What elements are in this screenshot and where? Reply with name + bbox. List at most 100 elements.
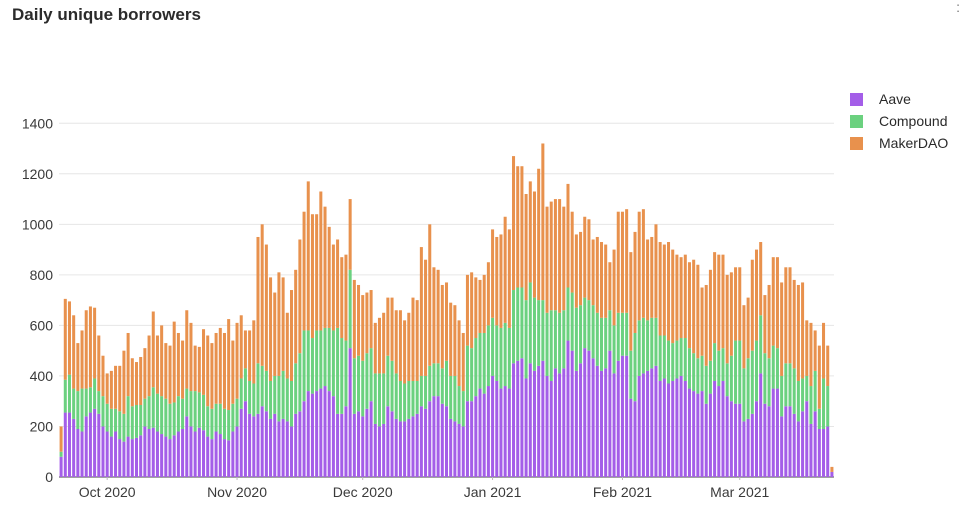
bar-aave[interactable] <box>428 401 432 477</box>
bar-makerdao[interactable] <box>788 267 792 364</box>
bar-aave[interactable] <box>549 380 553 477</box>
bar-makerdao[interactable] <box>302 211 306 331</box>
bar-compound[interactable] <box>130 406 134 440</box>
bar-compound[interactable] <box>398 380 402 422</box>
bar-compound[interactable] <box>704 365 708 404</box>
bar-aave[interactable] <box>541 360 545 477</box>
bar-aave[interactable] <box>532 370 536 477</box>
bar-aave[interactable] <box>415 413 419 477</box>
bar-compound[interactable] <box>118 411 122 440</box>
bar-makerdao[interactable] <box>558 199 562 313</box>
bar-aave[interactable] <box>767 406 771 477</box>
bar-compound[interactable] <box>528 282 532 364</box>
bar-aave[interactable] <box>424 408 428 477</box>
bar-aave[interactable] <box>750 413 754 477</box>
bar-compound[interactable] <box>696 358 700 394</box>
bar-makerdao[interactable] <box>734 267 738 341</box>
bar-makerdao[interactable] <box>151 311 155 388</box>
bar-makerdao[interactable] <box>264 244 268 371</box>
bar-makerdao[interactable] <box>717 254 721 351</box>
bar-compound[interactable] <box>792 368 796 414</box>
bar-aave[interactable] <box>93 408 97 477</box>
bar-compound[interactable] <box>260 365 264 407</box>
bar-aave[interactable] <box>553 368 557 477</box>
bar-makerdao[interactable] <box>88 306 92 388</box>
bar-aave[interactable] <box>629 398 633 477</box>
bar-makerdao[interactable] <box>667 242 671 341</box>
bar-aave[interactable] <box>164 436 168 477</box>
bar-aave[interactable] <box>662 378 666 477</box>
bar-makerdao[interactable] <box>449 302 453 376</box>
bar-aave[interactable] <box>340 413 344 477</box>
bar-aave[interactable] <box>386 406 390 477</box>
bar-compound[interactable] <box>105 403 109 432</box>
bar-compound[interactable] <box>231 403 235 432</box>
bar-makerdao[interactable] <box>516 166 520 288</box>
bar-compound[interactable] <box>218 403 222 435</box>
bar-aave[interactable] <box>260 406 264 477</box>
bar-makerdao[interactable] <box>566 183 570 288</box>
bar-compound[interactable] <box>109 408 113 437</box>
bar-compound[interactable] <box>361 360 365 417</box>
bar-makerdao[interactable] <box>214 332 218 404</box>
bar-aave[interactable] <box>72 418 76 477</box>
bar-aave[interactable] <box>470 401 474 477</box>
bar-aave[interactable] <box>80 431 84 477</box>
bar-makerdao[interactable] <box>298 239 302 354</box>
bar-compound[interactable] <box>419 375 423 407</box>
bar-makerdao[interactable] <box>549 201 553 311</box>
bar-aave[interactable] <box>63 412 67 477</box>
bar-compound[interactable] <box>721 348 725 381</box>
bar-aave[interactable] <box>599 370 604 477</box>
bar-makerdao[interactable] <box>725 274 729 364</box>
bar-makerdao[interactable] <box>503 216 507 323</box>
bar-makerdao[interactable] <box>675 254 679 341</box>
bar-makerdao[interactable] <box>650 236 654 318</box>
bar-aave[interactable] <box>516 360 520 477</box>
bar-compound[interactable] <box>687 348 691 389</box>
bar-compound[interactable] <box>499 327 503 389</box>
bar-aave[interactable] <box>771 388 775 477</box>
bar-compound[interactable] <box>273 375 277 414</box>
bar-compound[interactable] <box>491 317 495 376</box>
bar-makerdao[interactable] <box>537 168 541 301</box>
bar-makerdao[interactable] <box>784 267 788 364</box>
bar-aave[interactable] <box>545 375 549 477</box>
bar-aave[interactable] <box>319 388 323 477</box>
bar-compound[interactable] <box>658 335 662 381</box>
bar-makerdao[interactable] <box>478 279 482 333</box>
bar-compound[interactable] <box>181 398 185 429</box>
bar-aave[interactable] <box>646 370 650 477</box>
bar-aave[interactable] <box>809 423 813 477</box>
bar-makerdao[interactable] <box>608 262 612 311</box>
bar-makerdao[interactable] <box>114 365 118 409</box>
bar-makerdao[interactable] <box>796 284 800 381</box>
bar-compound[interactable] <box>344 340 348 407</box>
bar-makerdao[interactable] <box>63 298 67 380</box>
bar-makerdao[interactable] <box>109 370 113 409</box>
bar-makerdao[interactable] <box>792 279 796 369</box>
bar-aave[interactable] <box>361 416 365 477</box>
bar-aave[interactable] <box>713 380 717 477</box>
bar-compound[interactable] <box>176 396 180 432</box>
bar-compound[interactable] <box>377 373 381 427</box>
bar-compound[interactable] <box>285 378 289 422</box>
bar-makerdao[interactable] <box>126 332 130 397</box>
bar-aave[interactable] <box>256 413 260 477</box>
bar-compound[interactable] <box>235 398 239 427</box>
bar-aave[interactable] <box>197 427 201 477</box>
bar-aave[interactable] <box>390 411 394 477</box>
bar-aave[interactable] <box>817 428 821 477</box>
bar-compound[interactable] <box>574 307 578 371</box>
bar-makerdao[interactable] <box>830 466 834 472</box>
bar-compound[interactable] <box>453 375 457 422</box>
bar-makerdao[interactable] <box>767 284 771 359</box>
bar-aave[interactable] <box>59 456 63 477</box>
bar-makerdao[interactable] <box>700 287 704 356</box>
bar-makerdao[interactable] <box>809 322 813 387</box>
bar-compound[interactable] <box>59 451 63 457</box>
bar-makerdao[interactable] <box>160 325 164 397</box>
bar-aave[interactable] <box>407 418 411 477</box>
bar-aave[interactable] <box>449 418 453 477</box>
bar-makerdao[interactable] <box>595 236 599 313</box>
